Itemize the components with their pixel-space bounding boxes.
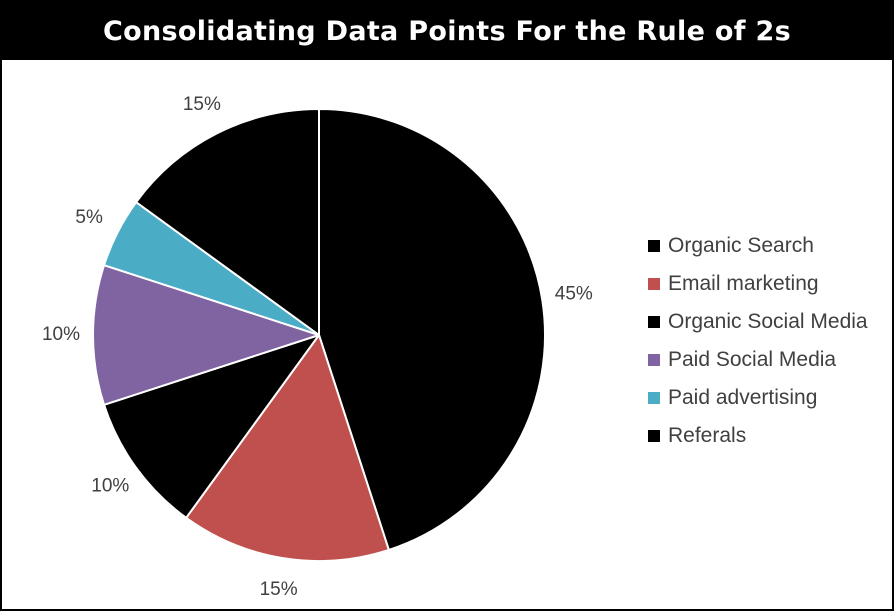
legend-swatch: [648, 430, 660, 442]
data-label-organic-social-media: 10%: [91, 476, 129, 497]
pie-slice-organic-search: [318, 108, 546, 551]
legend-item-organic-search: Organic Search: [648, 227, 868, 265]
legend-item-paid-social-media: Paid Social Media: [648, 341, 868, 379]
legend-label: Organic Search: [668, 234, 814, 257]
pie-slices: [92, 108, 546, 562]
data-label-paid-social-media: 10%: [42, 324, 80, 345]
data-label-paid-advertising: 5%: [75, 207, 103, 228]
pie-slice-organic-social-media: [103, 334, 320, 519]
legend-swatch: [648, 316, 660, 328]
legend-label: Email marketing: [668, 272, 819, 295]
legend-item-paid-advertising: Paid advertising: [648, 379, 868, 417]
data-label-referals: 15%: [183, 94, 221, 115]
legend-item-email-marketing: Email marketing: [648, 265, 868, 303]
pie-data-labels: 45% 15% 10% 10% 5% 15%: [42, 94, 593, 600]
legend-swatch: [648, 354, 660, 366]
legend-label: Organic Social Media: [668, 310, 868, 333]
pie-slice-email-marketing: [185, 334, 390, 562]
data-label-organic-search: 45%: [555, 284, 593, 305]
legend-item-organic-social-media: Organic Social Media: [648, 303, 868, 341]
pie-slice-referals: [135, 108, 320, 336]
legend: Organic Search Email marketing Organic S…: [648, 227, 868, 455]
pie-slice-paid-social-media: [92, 264, 320, 406]
legend-label: Paid advertising: [668, 386, 818, 409]
legend-label: Referals: [668, 424, 747, 447]
legend-swatch: [648, 278, 660, 290]
title-bar: Consolidating Data Points For the Rule o…: [2, 2, 892, 60]
legend-swatch: [648, 392, 660, 404]
chart-title: Consolidating Data Points For the Rule o…: [103, 15, 791, 47]
legend-item-referals: Referals: [648, 417, 868, 455]
legend-label: Paid Social Media: [668, 348, 837, 371]
data-label-email-marketing: 15%: [260, 579, 298, 600]
legend-swatch: [648, 240, 660, 252]
